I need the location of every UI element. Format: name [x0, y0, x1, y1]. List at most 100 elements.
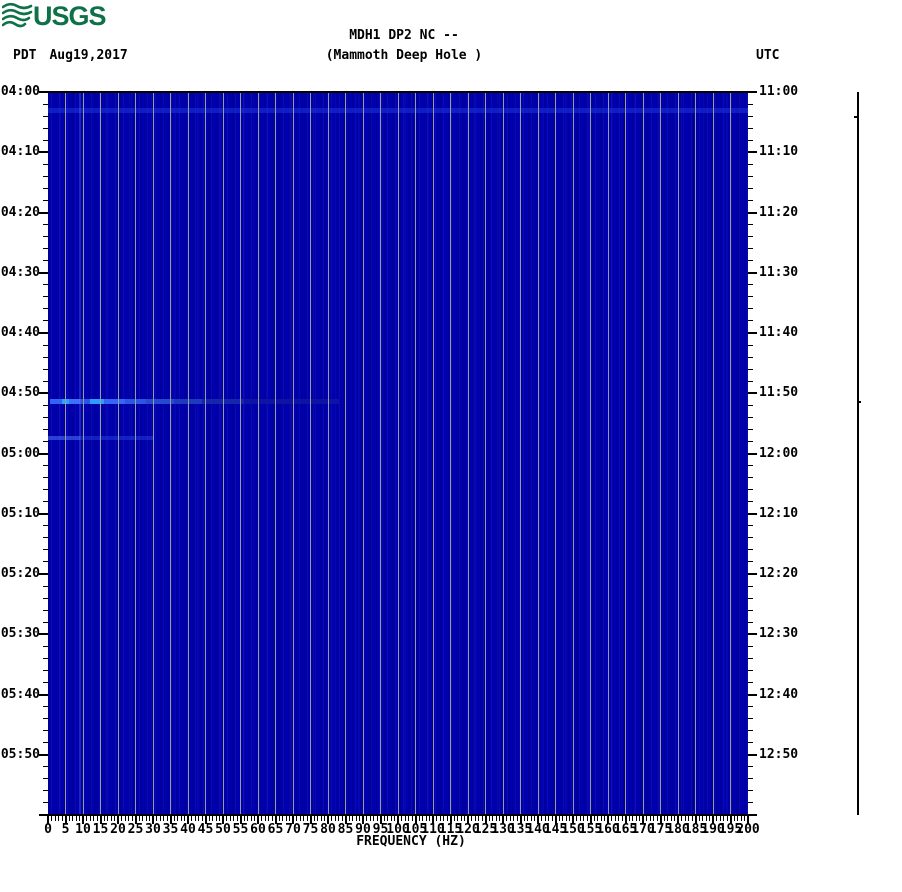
- right-axis-tick: [748, 175, 753, 177]
- x-axis-tick-label: 145: [543, 822, 568, 837]
- right-axis-tick: [748, 669, 753, 671]
- right-axis-tick: [748, 681, 753, 683]
- left-axis-tick: [43, 356, 48, 358]
- left-axis-tick: [39, 151, 48, 154]
- right-axis-tick: [748, 814, 757, 816]
- right-axis-time-label: 11:40: [759, 325, 799, 340]
- x-axis-tick-label: 115: [438, 822, 463, 837]
- x-axis-tick: [737, 816, 738, 821]
- x-axis-tick: [474, 816, 476, 821]
- x-axis-tick: [607, 816, 609, 824]
- plot-top-border: [48, 91, 750, 93]
- x-axis-tick: [740, 816, 742, 821]
- x-axis-tick: [75, 816, 77, 821]
- x-axis-tick-label: 85: [337, 822, 354, 837]
- x-axis-tick: [166, 816, 168, 821]
- x-axis-tick: [296, 816, 297, 821]
- x-axis-tick: [674, 816, 675, 821]
- x-axis-tick: [86, 816, 87, 821]
- x-axis-tick: [589, 816, 592, 824]
- right-axis-tick: [748, 525, 753, 527]
- x-axis-tick: [558, 816, 560, 821]
- x-axis-tick: [89, 816, 91, 821]
- x-axis-tick: [484, 816, 487, 824]
- usgs-wave-icon: USGS: [1, 1, 107, 31]
- left-axis-time-label: 04:40: [0, 325, 40, 340]
- x-axis-tick: [289, 816, 290, 821]
- x-axis-tick: [432, 816, 434, 824]
- x-axis-tick: [79, 816, 80, 821]
- x-axis-tick: [180, 816, 182, 821]
- x-axis-tick: [677, 816, 679, 824]
- x-axis-tick: [145, 816, 147, 821]
- left-axis-tick: [39, 211, 48, 214]
- right-axis-tick: [748, 778, 753, 780]
- x-axis-tick: [285, 816, 287, 821]
- spectrogram-event-band: [79, 435, 153, 440]
- left-axis-tick: [43, 368, 48, 370]
- x-axis-tick: [243, 816, 245, 821]
- right-axis-tick: [748, 718, 753, 720]
- left-axis-tick: [43, 465, 48, 467]
- x-axis-tick: [478, 816, 479, 821]
- left-axis-tick: [43, 525, 48, 527]
- right-axis-time-label: 11:20: [759, 204, 799, 220]
- x-axis-tick: [121, 816, 122, 821]
- date-label: Aug19,2017: [49, 48, 128, 63]
- right-axis-tick: [748, 549, 753, 551]
- left-axis-tick: [39, 452, 48, 455]
- x-axis-tick: [460, 816, 462, 821]
- x-axis-tick: [639, 816, 640, 821]
- left-axis-tick: [43, 766, 48, 768]
- x-axis-tick: [562, 816, 563, 821]
- left-axis-tick: [43, 320, 48, 322]
- x-axis-tick: [527, 816, 528, 821]
- right-axis-tick: [748, 657, 753, 659]
- left-axis-tick: [43, 489, 48, 491]
- gridline: [187, 92, 189, 815]
- right-axis-time-label: 11:30: [759, 264, 799, 280]
- x-axis-tick-label: 130: [491, 822, 515, 837]
- x-axis-tick: [254, 816, 255, 821]
- x-axis-tick: [597, 816, 598, 821]
- x-axis-tick: [719, 816, 721, 821]
- x-axis-tick-label: 30: [145, 822, 161, 837]
- right-axis-time-label: 11:00: [759, 84, 799, 99]
- x-axis-tick: [565, 816, 567, 821]
- x-axis-tick: [226, 816, 227, 821]
- x-axis-tick: [187, 816, 189, 824]
- x-axis-tick: [506, 816, 507, 821]
- right-axis-tick: [748, 151, 757, 154]
- right-axis-time-label: 12:10: [759, 505, 799, 521]
- x-axis-tick-label: 65: [267, 822, 284, 837]
- gridline: [222, 92, 224, 815]
- left-axis-tick: [43, 645, 48, 647]
- right-axis-tick: [748, 224, 753, 226]
- x-axis-tick: [201, 816, 203, 821]
- x-axis-tick: [292, 816, 294, 824]
- x-axis-tick: [516, 816, 518, 821]
- x-axis-tick: [422, 816, 423, 821]
- x-axis-tick: [694, 816, 697, 824]
- x-axis-tick: [632, 816, 633, 821]
- x-axis-tick: [72, 816, 73, 821]
- x-axis-tick: [96, 816, 98, 821]
- x-axis-tick: [653, 816, 654, 821]
- spectrogram-event-band: [79, 398, 90, 404]
- right-axis-tick: [748, 452, 757, 455]
- right-axis-tick: [748, 609, 753, 611]
- x-axis-tick: [551, 816, 553, 821]
- x-axis-tick: [348, 816, 350, 821]
- gridline: [135, 92, 136, 815]
- spectrogram-event-band: [49, 398, 62, 404]
- x-axis-tick: [338, 816, 339, 821]
- left-axis-tick: [43, 404, 48, 406]
- left-axis-tick: [43, 802, 48, 804]
- left-axis-tick: [43, 139, 48, 141]
- x-axis-tick: [457, 816, 458, 821]
- x-axis-tick-label: 80: [320, 822, 336, 837]
- left-axis-tick: [43, 103, 48, 105]
- x-axis-tick: [397, 816, 399, 824]
- x-axis-tick: [667, 816, 668, 821]
